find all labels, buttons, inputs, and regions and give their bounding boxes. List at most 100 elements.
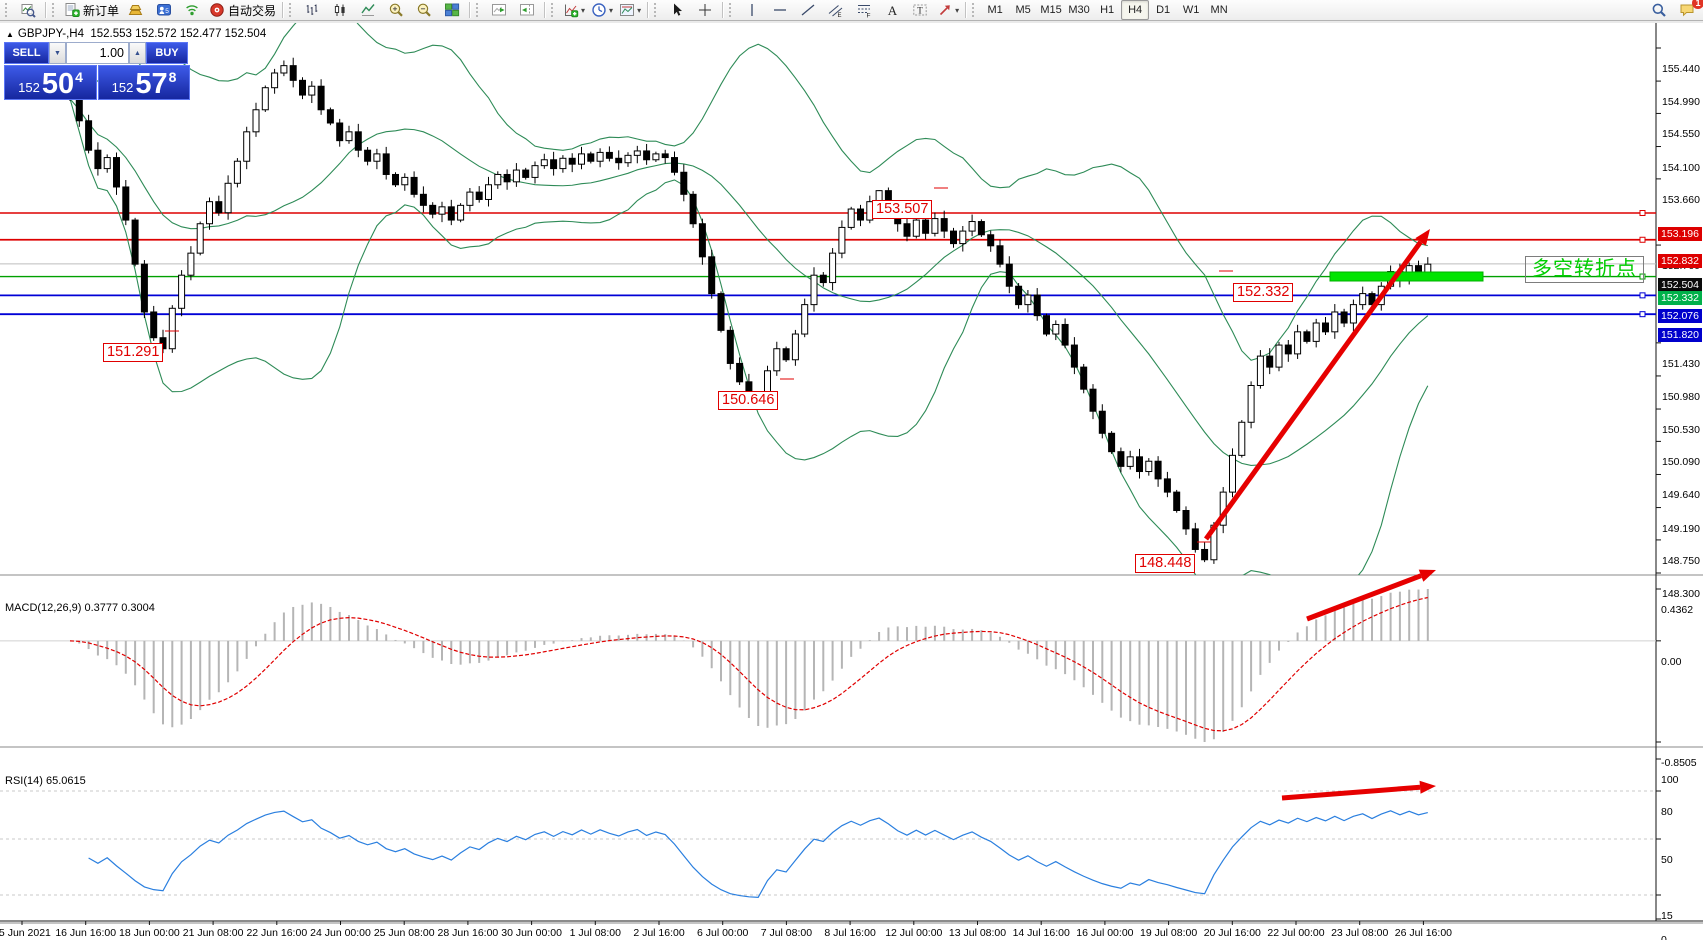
notification-badge: 1 — [1692, 0, 1703, 9]
equidistant-channel-button[interactable]: E — [822, 0, 850, 21]
volume-down-stepper[interactable]: ▼ — [49, 42, 66, 64]
zoom-in-button[interactable] — [382, 0, 410, 21]
trendline-button[interactable] — [794, 0, 822, 21]
time-tick-label: 30 Jun 00:00 — [501, 927, 562, 939]
macd-scale-label: -0.8505 — [1661, 757, 1697, 769]
trade-signals-button[interactable] — [178, 0, 206, 21]
gold-chart-icon — [128, 5, 143, 15]
timeframe-m15[interactable]: M15 — [1040, 4, 1062, 16]
sell-price-prefix: 152 — [18, 80, 40, 95]
notifications-button[interactable]: 1 — [1673, 0, 1703, 21]
chart-search-button[interactable] — [14, 0, 42, 21]
arrows-button[interactable]: ▾ — [934, 0, 962, 21]
toolbar-separator — [544, 2, 546, 18]
chart-search-icon — [21, 4, 36, 18]
price-tag-annotation[interactable]: 152.332 — [1233, 283, 1294, 302]
chevron-down-icon[interactable]: ▾ — [581, 5, 586, 15]
vertical-line-icon — [751, 4, 753, 16]
chart-window[interactable]: ▲ GBPJPY-,H4 152.553 152.572 152.477 152.… — [0, 21, 1703, 940]
trend-arrows[interactable] — [1203, 229, 1436, 801]
tile-windows-button[interactable] — [438, 0, 466, 21]
text-icon: A — [888, 3, 898, 18]
price-tag-annotation[interactable]: 151.291 — [103, 343, 164, 362]
cursor-button[interactable] — [663, 0, 691, 21]
note-text-annotation[interactable]: 多空转折点 — [1525, 256, 1644, 283]
line-chart-button[interactable] — [354, 0, 382, 21]
price-tick-label: 154.550 — [1662, 128, 1700, 141]
trade-signals-icon — [186, 5, 198, 16]
timeframe-h4[interactable]: H4 — [1121, 0, 1150, 20]
price-tick-label: 148.300 — [1662, 588, 1700, 600]
chart-canvas[interactable] — [0, 21, 1703, 940]
rsi-line — [88, 810, 1428, 898]
time-tick-label: 12 Jul 00:00 — [885, 927, 943, 939]
timeframe-m5[interactable]: M5 — [1015, 4, 1031, 16]
sell-price-sup: 4 — [75, 69, 83, 85]
text-label-icon: T — [913, 4, 927, 16]
toolbar-separator — [647, 2, 649, 18]
search-button[interactable] — [1645, 0, 1673, 21]
toolbar-grip — [289, 3, 295, 17]
toolbar-grip — [52, 3, 58, 17]
symbol-header: ▲ GBPJPY-,H4 152.553 152.572 152.477 152.… — [6, 28, 266, 40]
new-order-button[interactable]: 新订单 — [61, 0, 122, 21]
timeframe-m1[interactable]: M1 — [987, 4, 1003, 16]
buy-button[interactable]: BUY — [146, 42, 188, 64]
candlestick-chart-button[interactable] — [326, 0, 354, 21]
sell-price-button[interactable]: 152 50 4 — [4, 65, 97, 100]
price-tick-label: 150.980 — [1662, 390, 1700, 403]
mql5-community-button[interactable]: 5 — [150, 0, 178, 21]
rsi-label: RSI(14) 65.0615 — [5, 775, 86, 787]
timeframe-mn[interactable]: MN — [1210, 4, 1228, 16]
vertical-line-button[interactable] — [738, 0, 766, 21]
time-tick-label: 20 Jul 16:00 — [1203, 927, 1261, 939]
buy-price-prefix: 152 — [111, 80, 134, 95]
indicators-button[interactable]: ▾ — [560, 0, 588, 21]
buy-price-button[interactable]: 152 57 8 — [98, 65, 190, 100]
price-tick-label: 154.100 — [1662, 161, 1700, 174]
time-tick-label: 13 Jul 08:00 — [948, 927, 1007, 939]
toolbar-grip — [729, 3, 735, 17]
timeframe-m30[interactable]: M30 — [1068, 4, 1090, 16]
price-tag-annotation[interactable]: 153.507 — [872, 200, 933, 219]
rsi-scale-label: 0 — [1661, 934, 1667, 940]
timeframe-w1[interactable]: W1 — [1182, 4, 1200, 16]
templates-button[interactable]: ▾ — [616, 0, 644, 21]
fibonacci-button[interactable]: F — [850, 0, 878, 21]
auto-scroll-button[interactable] — [485, 0, 513, 21]
text-button[interactable]: A — [878, 0, 906, 21]
chart-shift-button[interactable] — [513, 0, 541, 21]
rsi-scale-label: 80 — [1661, 806, 1673, 818]
autotrading-button[interactable]: 自动交易 — [206, 0, 279, 21]
crosshair-button[interactable] — [691, 0, 719, 21]
support-zone-bar[interactable] — [1329, 271, 1484, 282]
fibonacci-icon: F — [858, 5, 871, 18]
horizontal-line-button[interactable] — [766, 0, 794, 21]
toolbar-separator — [469, 2, 471, 18]
periods-button[interactable]: ▾ — [588, 0, 616, 21]
time-tick-label: 15 Jun 2021 — [0, 927, 51, 939]
bar-chart-button[interactable] — [298, 0, 326, 21]
time-tick-label: 23 Jul 08:00 — [1331, 927, 1389, 939]
price-tag-annotation[interactable]: 150.646 — [718, 391, 779, 410]
time-tick-label: 8 Jul 16:00 — [824, 927, 876, 939]
timeframe-h1[interactable]: H1 — [1100, 4, 1115, 16]
collapse-arrow-icon[interactable]: ▲ — [6, 30, 14, 39]
zoom-out-button[interactable] — [410, 0, 438, 21]
chevron-down-icon[interactable]: ▾ — [609, 5, 614, 15]
sell-button[interactable]: SELL — [4, 42, 49, 64]
toolbar-grip — [551, 3, 557, 17]
volume-up-stepper[interactable]: ▲ — [129, 42, 146, 64]
chevron-down-icon[interactable]: ▾ — [637, 5, 642, 15]
chevron-down-icon[interactable]: ▾ — [955, 5, 960, 15]
volume-input[interactable] — [66, 42, 129, 64]
time-tick-label: 22 Jul 00:00 — [1267, 927, 1325, 939]
price-tick-label: 149.190 — [1662, 522, 1700, 535]
text-label-button[interactable]: T — [906, 0, 934, 21]
svg-text:T: T — [917, 5, 923, 15]
price-tag-annotation[interactable]: 148.448 — [1135, 554, 1196, 573]
gold-button[interactable] — [122, 0, 150, 21]
timeframe-d1[interactable]: D1 — [1156, 4, 1171, 16]
time-tick-label: 16 Jun 16:00 — [55, 927, 117, 939]
